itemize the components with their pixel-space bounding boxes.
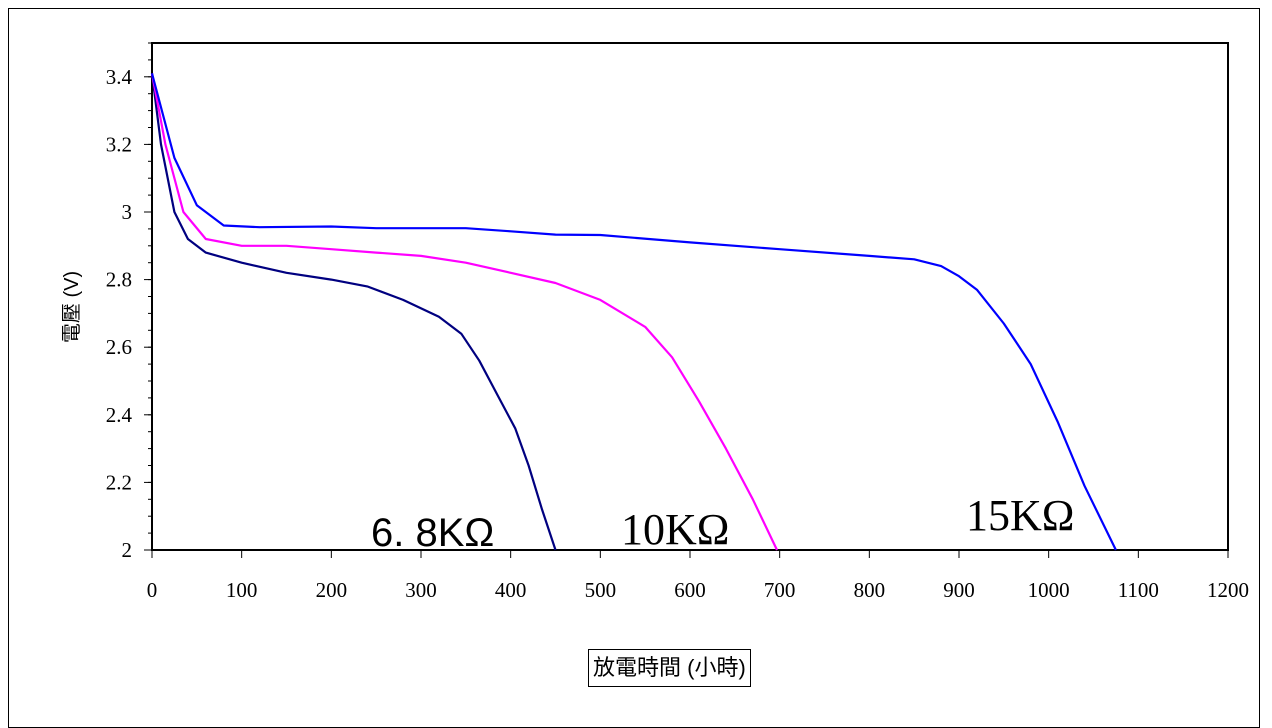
x-tick-label: 700 — [764, 578, 796, 602]
x-tick-label: 900 — [943, 578, 975, 602]
curve-label-6-8k: 6. 8KΩ — [371, 511, 494, 555]
x-tick-label: 1200 — [1207, 578, 1249, 602]
x-axis-label: 放電時間 (小時) — [588, 649, 751, 687]
x-ticks — [151, 550, 1229, 558]
y-tick-label: 3 — [122, 200, 133, 224]
chart-frame: 0 100 200 300 400 500 600 700 800 900 1000 1100 1200… — [8, 8, 1260, 728]
x-tick-label: 800 — [854, 578, 886, 602]
y-tick-label: 3.4 — [106, 65, 133, 89]
x-tick-label: 600 — [674, 578, 706, 602]
y-tick-label: 2.6 — [106, 335, 132, 359]
x-tick-label: 500 — [585, 578, 617, 602]
y-tick-label: 2.4 — [106, 403, 133, 427]
x-tick-label: 200 — [316, 578, 348, 602]
x-tick-label: 1100 — [1118, 578, 1159, 602]
x-tick-label: 1000 — [1028, 578, 1070, 602]
x-tick-labels: 0 100 200 300 400 500 600 700 800 900 1000 1100 1200 — [147, 578, 1249, 602]
plot-area-border — [151, 42, 1229, 551]
y-tick-label: 3.2 — [106, 132, 132, 156]
curve-label-10k: 10KΩ — [621, 505, 729, 554]
series-line-2 — [150, 73, 1117, 551]
x-tick-label: 300 — [405, 578, 437, 602]
series-line-1 — [150, 73, 778, 551]
y-ticks — [144, 42, 152, 551]
series-line-0 — [150, 73, 557, 551]
x-tick-label: 0 — [147, 578, 158, 602]
x-tick-label: 400 — [495, 578, 527, 602]
curve-label-15k: 15KΩ — [966, 491, 1074, 540]
chart-svg: 0 100 200 300 400 500 600 700 800 900 1000 1100 1200… — [61, 42, 1249, 602]
y-tick-labels: 2 2.2 2.4 2.6 2.8 3 3.2 3.4 — [106, 65, 133, 562]
y-axis-label: 電壓 (V) — [61, 271, 83, 343]
series-lines — [150, 73, 1117, 551]
x-tick-label: 100 — [226, 578, 258, 602]
y-tick-label: 2.8 — [106, 268, 132, 292]
y-tick-label: 2 — [122, 538, 133, 562]
y-tick-label: 2.2 — [106, 470, 132, 494]
